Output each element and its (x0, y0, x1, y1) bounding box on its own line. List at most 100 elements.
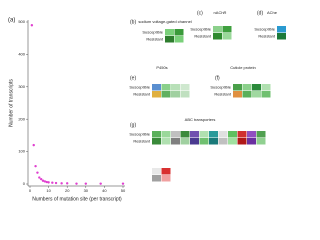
heat-cell (152, 91, 161, 98)
heat-cell (256, 138, 266, 145)
x-tick-label: 20 (65, 188, 70, 193)
point (60, 182, 63, 185)
heat-cell (180, 84, 190, 91)
heat-cell (199, 138, 209, 145)
point (66, 182, 69, 185)
heat-cell (252, 84, 261, 91)
point (36, 171, 39, 174)
y-tick-label: 400 (18, 51, 25, 56)
heat-cell (218, 131, 228, 138)
heat-cell (152, 131, 161, 138)
heat-cell (152, 175, 161, 182)
x-tick-label: 50 (121, 188, 126, 193)
point (75, 182, 78, 185)
panel-title: AChe (267, 10, 278, 15)
heat-cell (161, 168, 171, 175)
y-tick-label: 500 (18, 19, 25, 24)
panel-title: Cuticle protein (230, 65, 256, 70)
heat-cell (171, 138, 180, 145)
heat-cell (209, 138, 218, 145)
panel-label: (a) (8, 18, 15, 24)
point (84, 182, 88, 185)
point (41, 179, 45, 182)
heat-cell (199, 131, 209, 138)
heat-cell (190, 131, 199, 138)
heat-cell (180, 138, 190, 145)
row-label: Susceptible (210, 85, 231, 90)
row-label: Susceptible (190, 27, 211, 32)
background (0, 0, 300, 225)
figure: (a) Numbers of mutation site (per transc… (0, 0, 300, 225)
heat-cell (261, 84, 271, 91)
x-tick-label: 30 (84, 188, 89, 193)
heat-cell (165, 36, 174, 43)
heat-cell (171, 91, 180, 98)
y-tick-label: 300 (18, 84, 25, 89)
heat-cell (237, 131, 247, 138)
heat-cell (228, 131, 237, 138)
heat-cell (261, 91, 271, 98)
y-axis-label: Number of transcripts (8, 79, 14, 127)
point (51, 181, 54, 184)
x-axis-label: Numbers of mutation site (per transcript… (32, 196, 122, 202)
point (121, 182, 125, 185)
heat-cell (252, 91, 261, 98)
heat-cell (222, 33, 232, 40)
heat-cell (218, 138, 228, 145)
point (39, 177, 43, 181)
row-label: Resistant (214, 92, 232, 97)
heat-cell (256, 131, 266, 138)
heat-cell (165, 29, 174, 36)
heat-cell (213, 33, 222, 40)
row-label: Susceptible (129, 85, 150, 90)
heat-cell (228, 138, 237, 145)
x-tick-label: 40 (102, 188, 107, 193)
point (43, 180, 47, 183)
point (38, 176, 41, 179)
heat-cell (233, 84, 242, 91)
point (47, 181, 50, 184)
panel-title: ABC transporters (185, 117, 216, 122)
heat-cell (161, 84, 171, 91)
row-label: Resistant (133, 92, 151, 97)
heat-cell (174, 29, 184, 36)
panel-title: P450s (156, 65, 167, 70)
point (30, 24, 34, 27)
heat-cell (171, 84, 180, 91)
heat-cell (152, 138, 161, 145)
row-label: Resistant (258, 34, 276, 39)
heat-cell (161, 91, 171, 98)
point (32, 143, 35, 147)
heat-cell (161, 131, 171, 138)
heat-cell (190, 138, 199, 145)
heat-cell (237, 138, 247, 145)
panel-label: (f) (215, 75, 220, 81)
row-label: Resistant (133, 139, 151, 144)
heat-cell (277, 26, 286, 33)
heat-cell (171, 131, 180, 138)
heat-cell (161, 175, 171, 182)
heat-cell (180, 91, 190, 98)
x-tick-label: 10 (46, 188, 51, 193)
heat-cell (213, 26, 222, 33)
point (99, 182, 102, 185)
heat-cell (277, 33, 286, 40)
row-label: Resistant (194, 34, 212, 39)
point (45, 180, 48, 184)
row-label: Susceptible (254, 27, 275, 32)
panel-title: nAChR (214, 10, 227, 15)
panel-label: (c) (197, 10, 203, 16)
panel-label: (b) (130, 19, 136, 25)
heat-cell (174, 36, 184, 43)
point (54, 181, 58, 185)
row-label: Resistant (146, 37, 164, 42)
y-tick-label: 100 (18, 149, 25, 154)
heat-cell (222, 26, 232, 33)
heat-cell (152, 168, 161, 175)
heat-cell (242, 91, 252, 98)
panel-label: (g) (130, 122, 136, 128)
y-tick-label: 0 (23, 181, 26, 186)
heat-cell (180, 131, 190, 138)
row-label: Susceptible (129, 132, 150, 137)
panel-title: sodium voltage-gated channel (138, 19, 191, 24)
